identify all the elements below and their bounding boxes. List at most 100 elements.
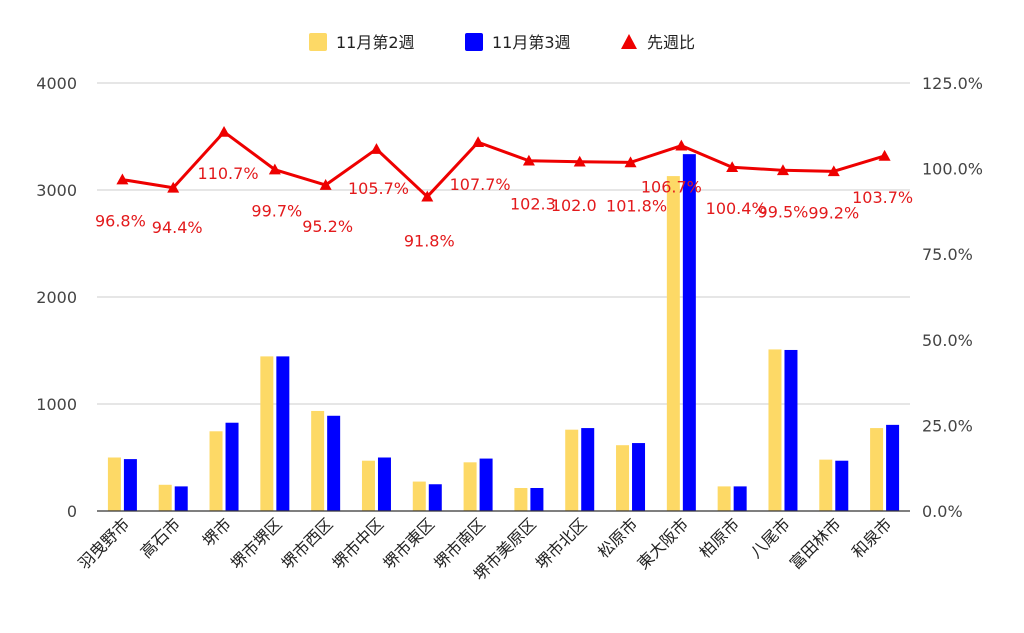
- bar-week2: [514, 487, 528, 511]
- ratio-data-label: 96.8%: [95, 212, 146, 231]
- bar-week3: [276, 356, 290, 511]
- category-label: 東大阪市: [633, 514, 692, 573]
- category-label: 富田林市: [786, 514, 845, 573]
- ratio-point: [726, 161, 739, 173]
- bar-week2: [768, 349, 782, 511]
- bar-week2: [717, 486, 731, 511]
- bar-week3: [886, 424, 900, 511]
- ratio-point: [472, 136, 485, 148]
- ratio-line-path: [122, 130, 886, 199]
- category-label: 和泉市: [848, 514, 895, 561]
- right-tick-label: 75.0%: [922, 245, 973, 264]
- bar-week3: [784, 349, 798, 511]
- bar-week3: [123, 459, 137, 511]
- ratio-point: [827, 165, 840, 177]
- bar-week3: [428, 484, 442, 511]
- ratio-data-label: 102.0: [551, 196, 597, 215]
- left-tick-label: 0: [67, 502, 77, 521]
- ratio-point: [319, 179, 332, 190]
- ratio-data-label: 102.3: [510, 195, 556, 214]
- ratio-data-label: 105.7%: [348, 179, 409, 198]
- right-axis-ticks: 0.0% 25.0% 50.0% 75.0% 100.0% 125.0%: [922, 74, 983, 521]
- legend-label: 先週比: [647, 33, 695, 52]
- ratio-data-label: 99.2%: [808, 203, 859, 222]
- ratio-point: [268, 163, 281, 175]
- category-label: 堺市中区: [329, 514, 388, 573]
- ratio-point: [776, 164, 789, 176]
- bar-week3: [174, 486, 188, 511]
- right-tick-label: 25.0%: [922, 416, 973, 435]
- ratio-point: [522, 154, 535, 166]
- category-label: 堺市堺区: [227, 514, 286, 573]
- legend: 11月第2週 11月第3週 先週比: [309, 33, 695, 52]
- ratio-point: [167, 181, 180, 193]
- ratio-line: [116, 125, 891, 202]
- ratio-point: [421, 190, 434, 202]
- bar-week2: [666, 176, 680, 511]
- bar-week2: [616, 445, 630, 511]
- bar-week2: [158, 484, 172, 511]
- right-tick-label: 0.0%: [922, 502, 963, 521]
- category-label: 堺市: [199, 514, 235, 550]
- bar-week3: [377, 457, 391, 511]
- ratio-data-label: 106.7%: [641, 178, 702, 197]
- legend-swatch: [465, 33, 483, 51]
- category-label: 堺市北区: [532, 514, 591, 573]
- bar-week2: [209, 431, 223, 511]
- ratio-point: [370, 143, 383, 154]
- bar-week2: [870, 428, 884, 511]
- bar-week3: [581, 428, 595, 511]
- bar-week3: [225, 422, 239, 511]
- bar-week2: [260, 356, 274, 511]
- bar-week3: [733, 486, 747, 511]
- bar-week3: [327, 415, 341, 511]
- category-label: 羽曳野市: [75, 514, 134, 573]
- ratio-data-label: 110.7%: [198, 164, 259, 183]
- data-labels: 96.8% 94.4% 110.7% 99.7%95.2% 105.7% 91.8% 107…: [95, 164, 913, 251]
- right-tick-label: 100.0%: [922, 160, 983, 179]
- ratio-data-label: 103.7%: [852, 188, 913, 207]
- bar-week2: [311, 410, 325, 511]
- ratio-point: [573, 155, 586, 167]
- category-label: 高石市: [137, 514, 184, 561]
- bar-week2: [463, 462, 477, 511]
- bar-week2: [107, 457, 121, 511]
- bar-week2: [819, 459, 833, 511]
- left-tick-label: 3000: [36, 181, 77, 200]
- ratio-point: [878, 149, 891, 161]
- right-tick-label: 50.0%: [922, 331, 973, 350]
- right-tick-label: 125.0%: [922, 74, 983, 93]
- legend-label: 11月第3週: [492, 33, 571, 52]
- category-label: 松原市: [594, 514, 641, 561]
- bar-week2: [412, 481, 426, 511]
- bar-week3: [479, 458, 493, 511]
- bar-week3: [682, 154, 696, 511]
- category-label: 堺市東区: [379, 514, 438, 573]
- legend-label: 11月第2週: [336, 33, 415, 52]
- bar-week2: [361, 460, 375, 511]
- ratio-point: [116, 173, 129, 185]
- bar-week2: [565, 429, 579, 511]
- left-tick-label: 4000: [36, 74, 77, 93]
- ratio-data-label: 99.7%: [251, 202, 302, 221]
- ratio-data-label: 101.8%: [606, 196, 667, 215]
- legend-swatch: [309, 33, 327, 51]
- left-tick-label: 1000: [36, 395, 77, 414]
- bar-week3: [530, 487, 544, 511]
- ratio-data-label: 91.8%: [404, 232, 455, 251]
- ratio-point: [675, 139, 688, 151]
- left-tick-label: 2000: [36, 288, 77, 307]
- ratio-data-label: 107.7%: [450, 175, 511, 194]
- ratio-point: [218, 125, 231, 137]
- ratio-data-label: 100.4%: [706, 199, 767, 218]
- left-axis-ticks: 0 1000 2000 3000 4000: [36, 74, 77, 521]
- category-label: 柏原市: [696, 514, 743, 561]
- bars: [107, 154, 900, 511]
- bar-week3: [632, 443, 646, 511]
- ratio-data-label: 99.5%: [758, 202, 809, 221]
- category-label: 八尾市: [746, 514, 793, 561]
- ratio-data-label: 94.4%: [152, 218, 203, 237]
- bar-week3: [835, 460, 849, 511]
